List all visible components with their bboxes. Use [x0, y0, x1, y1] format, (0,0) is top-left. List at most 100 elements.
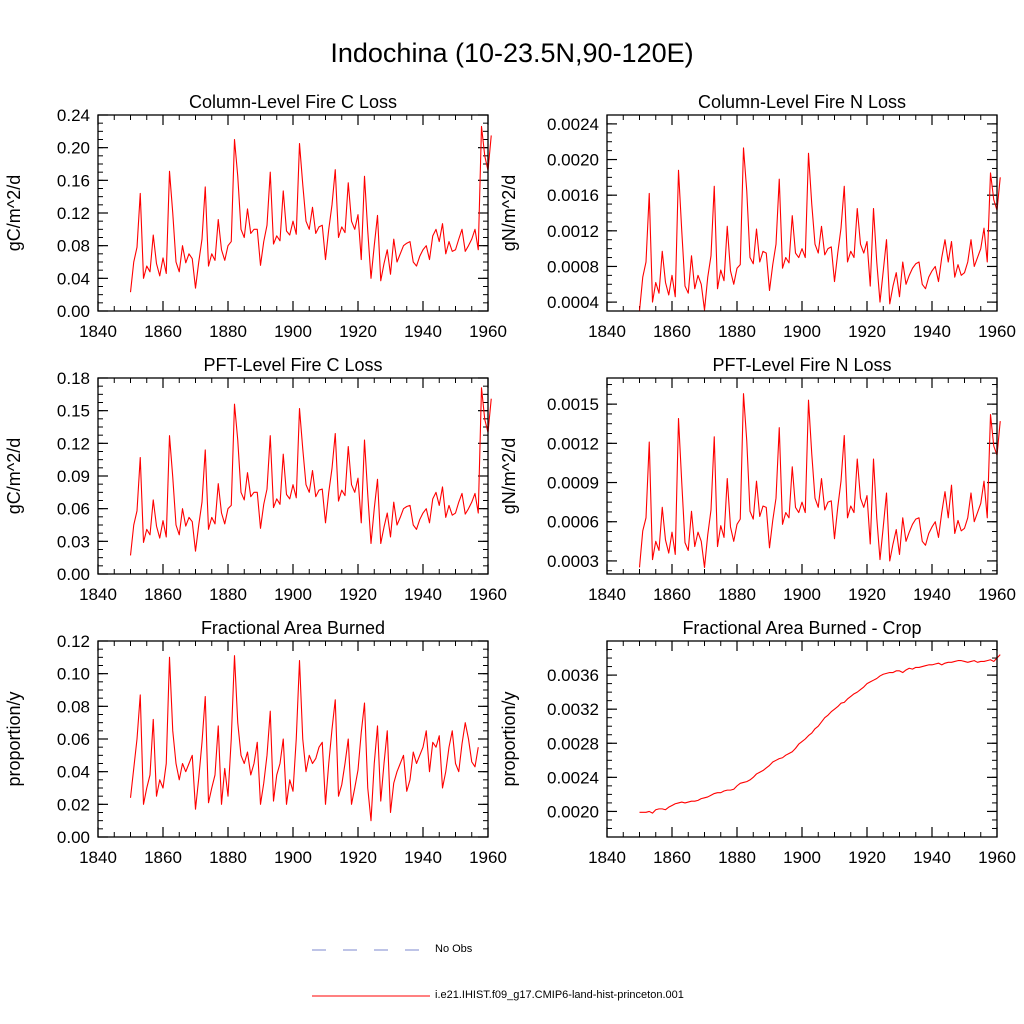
series-line	[638, 147, 1001, 312]
chart-panel-5: Fractional Area Burned proportion/y 1840 18…	[4, 618, 507, 867]
y-tick-label: 0.02	[57, 795, 90, 814]
x-tick-label: 1880	[209, 848, 247, 867]
x-tick-label: 1940	[913, 848, 951, 867]
x-tick-label: 1920	[848, 848, 886, 867]
chart-panel-4: PFT-Level Fire N Loss gN/m^2/d 1840 1860 188…	[499, 355, 1016, 604]
panel-title: Fractional Area Burned	[201, 618, 385, 638]
series-line	[638, 393, 1001, 569]
y-tick-label: 0.06	[57, 730, 90, 749]
x-tick-label: 1860	[653, 585, 691, 604]
y-tick-label: 0.00	[57, 302, 90, 321]
y-tick-label: 0.0024	[547, 768, 599, 787]
x-tick-label: 1960	[978, 322, 1016, 341]
y-tick-label: 0.0006	[547, 513, 599, 532]
panel-title: PFT-Level Fire N Loss	[712, 355, 891, 375]
y-tick-label: 0.10	[57, 665, 90, 684]
y-tick-label: 0.03	[57, 532, 90, 551]
chart-panel-1: Column-Level Fire C Loss gC/m^2/d 1840 1860…	[4, 92, 507, 341]
x-tick-label: 1900	[783, 322, 821, 341]
y-tick-label: 0.0032	[547, 700, 599, 719]
y-tick-label: 0.15	[57, 402, 90, 421]
y-tick-label: 0.0003	[547, 552, 599, 571]
series-line	[129, 387, 492, 556]
y-tick-label: 0.12	[57, 204, 90, 223]
y-tick-label: 0.0028	[547, 734, 599, 753]
x-tick-label: 1940	[404, 322, 442, 341]
legend-label-no-obs: No Obs	[435, 943, 473, 955]
x-tick-label: 1940	[913, 585, 951, 604]
x-tick-label: 1880	[209, 585, 247, 604]
y-tick-label: 0.09	[57, 467, 90, 486]
y-tick-label: 0.0015	[547, 395, 599, 414]
figure-title: Indochina (10-23.5N,90-120E)	[330, 38, 694, 68]
y-axis-label: proportion/y	[4, 691, 24, 786]
x-tick-label: 1840	[79, 322, 117, 341]
chart-panel-6: Fractional Area Burned - Crop proportion/…	[499, 618, 1016, 867]
x-tick-label: 1880	[209, 322, 247, 341]
x-tick-label: 1920	[339, 322, 377, 341]
series-line	[129, 655, 479, 822]
x-tick-label: 1960	[469, 585, 507, 604]
y-tick-label: 0.08	[57, 237, 90, 256]
y-axis-label: proportion/y	[499, 691, 519, 786]
x-tick-label: 1840	[588, 322, 626, 341]
y-tick-label: 0.16	[57, 171, 90, 190]
y-tick-label: 0.0012	[547, 222, 599, 241]
y-tick-label: 0.12	[57, 632, 90, 651]
x-tick-label: 1920	[339, 848, 377, 867]
panel-title: Column-Level Fire C Loss	[189, 92, 397, 112]
series-line	[129, 125, 492, 293]
x-tick-label: 1840	[79, 848, 117, 867]
x-tick-label: 1860	[144, 322, 182, 341]
x-tick-label: 1900	[783, 848, 821, 867]
y-tick-label: 0.04	[57, 269, 90, 288]
x-tick-label: 1840	[79, 585, 117, 604]
x-tick-label: 1960	[469, 848, 507, 867]
x-tick-label: 1920	[339, 585, 377, 604]
y-tick-label: 0.0009	[547, 474, 599, 493]
panel-title: Column-Level Fire N Loss	[698, 92, 906, 112]
plot-frame	[97, 640, 489, 838]
y-tick-label: 0.18	[57, 369, 90, 388]
plot-frame	[97, 114, 489, 312]
series-line	[639, 654, 1001, 814]
x-tick-label: 1960	[978, 848, 1016, 867]
x-tick-label: 1960	[978, 585, 1016, 604]
y-tick-label: 0.0020	[547, 802, 599, 821]
y-tick-label: 0.0020	[547, 151, 599, 170]
x-tick-label: 1900	[274, 848, 312, 867]
x-tick-label: 1840	[588, 585, 626, 604]
y-tick-label: 0.0016	[547, 186, 599, 205]
y-tick-label: 0.0012	[547, 434, 599, 453]
y-axis-label: gN/m^2/d	[499, 438, 519, 514]
y-tick-label: 0.0008	[547, 257, 599, 276]
y-axis-label: gC/m^2/d	[4, 438, 24, 514]
y-tick-label: 0.0036	[547, 666, 599, 685]
x-tick-label: 1880	[718, 585, 756, 604]
y-tick-label: 0.04	[57, 763, 90, 782]
y-tick-label: 0.06	[57, 500, 90, 519]
x-tick-label: 1920	[848, 322, 886, 341]
x-tick-label: 1900	[783, 585, 821, 604]
x-tick-label: 1920	[848, 585, 886, 604]
x-tick-label: 1880	[718, 322, 756, 341]
y-tick-label: 0.0024	[547, 115, 599, 134]
y-tick-label: 0.12	[57, 434, 90, 453]
x-tick-label: 1900	[274, 585, 312, 604]
panel-title: PFT-Level Fire C Loss	[203, 355, 382, 375]
y-tick-label: 0.08	[57, 697, 90, 716]
chart-panel-3: PFT-Level Fire C Loss gC/m^2/d 1840 1860 188…	[4, 355, 507, 604]
x-tick-label: 1860	[144, 848, 182, 867]
y-tick-label: 0.20	[57, 139, 90, 158]
x-tick-label: 1880	[718, 848, 756, 867]
y-tick-label: 0.00	[57, 828, 90, 847]
x-tick-label: 1940	[913, 322, 951, 341]
plot-frame	[97, 377, 489, 575]
x-tick-label: 1900	[274, 322, 312, 341]
y-tick-label: 0.24	[57, 106, 90, 125]
x-tick-label: 1940	[404, 848, 442, 867]
x-tick-label: 1860	[653, 322, 691, 341]
y-tick-label: 0.00	[57, 565, 90, 584]
x-tick-label: 1860	[653, 848, 691, 867]
y-tick-label: 0.0004	[547, 293, 599, 312]
